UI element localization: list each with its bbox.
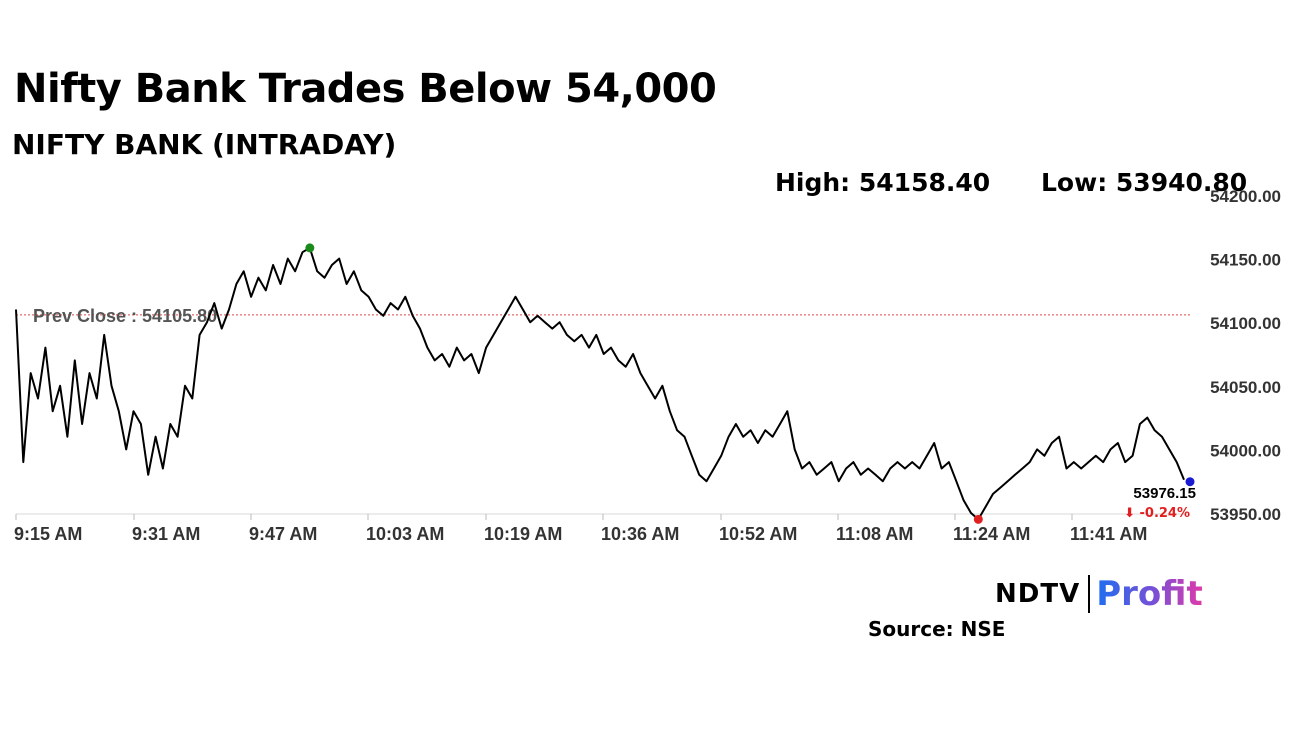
x-tick-label: 9:47 AM [249, 524, 317, 544]
source-note: Source: NSE [868, 617, 1006, 641]
last-price-marker [1185, 477, 1195, 487]
y-tick-label: 54200.00 [1210, 187, 1281, 206]
x-tick-label: 11:24 AM [953, 524, 1030, 544]
x-tick-label: 10:52 AM [719, 524, 797, 544]
low-value: Low: 53940.80 [1041, 168, 1248, 197]
y-tick-label: 54000.00 [1210, 441, 1281, 460]
price-line [15, 246, 1185, 521]
y-tick-label: 54150.00 [1210, 251, 1281, 270]
x-tick-label: 9:15 AM [14, 524, 82, 544]
chart-title: Nifty Bank Trades Below 54,000 [14, 66, 717, 112]
logo-ndtv-text: NDTV [995, 579, 1081, 609]
high-marker [305, 243, 315, 253]
y-tick-label: 54050.00 [1210, 378, 1281, 397]
x-tick-label: 11:41 AM [1070, 524, 1147, 544]
logo-divider [1088, 575, 1091, 613]
high-value: High: 54158.40 [775, 168, 991, 197]
x-tick-label: 9:31 AM [132, 524, 200, 544]
x-tick-label: 11:08 AM [836, 524, 913, 544]
change-percent-label: ⬇ -0.24% [1124, 506, 1190, 521]
last-price-label: 53976.15 [1133, 485, 1196, 502]
prev-close-label: Prev Close : 54105.80 [33, 306, 217, 326]
logo-profit-text: Profit [1096, 574, 1203, 614]
y-tick-label: 54100.00 [1210, 314, 1281, 333]
x-tick-label: 10:03 AM [366, 524, 444, 544]
ndtv-profit-logo: NDTV Profit [995, 572, 1225, 616]
y-tick-label: 53950.00 [1210, 505, 1281, 524]
x-tick-label: 10:19 AM [484, 524, 562, 544]
x-tick-label: 10:36 AM [601, 524, 679, 544]
chart-subtitle: NIFTY BANK (INTRADAY) [12, 128, 397, 161]
low-marker [973, 514, 983, 524]
